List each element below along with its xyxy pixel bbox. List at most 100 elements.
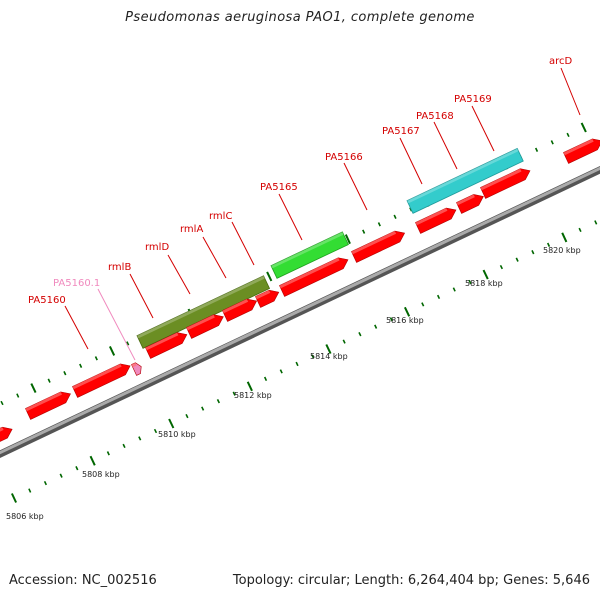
minor-tick [550, 140, 554, 145]
kbp-label: 5806 kbp [6, 512, 44, 521]
minor-tick [393, 214, 397, 219]
minor-tick [28, 488, 32, 493]
minor-tick [342, 339, 346, 344]
gene-arrow-pa5168[interactable] [456, 191, 486, 214]
minor-tick [47, 378, 51, 383]
minor-tick [279, 369, 283, 374]
minor-tick [566, 132, 570, 138]
gene-arrow-body [25, 391, 71, 420]
gene-arrow-body [0, 426, 13, 448]
kbp-label: 5816 kbp [386, 316, 424, 325]
minor-tick [531, 250, 535, 255]
gene-arrow-shine [145, 332, 179, 351]
minor-tick [452, 287, 456, 292]
minor-tick [0, 400, 4, 406]
major-tick [168, 418, 175, 429]
cluster-bar-shine [407, 148, 519, 204]
gene-arrow-shine [351, 231, 397, 255]
gene-arrow-unlabeled-1[interactable] [25, 388, 73, 420]
cluster-bar-body [406, 147, 524, 214]
minor-tick [75, 466, 79, 471]
leader-pa5168 [433, 121, 458, 170]
gene-arrow-pa5160-1[interactable] [131, 361, 143, 376]
major-tick [344, 234, 351, 245]
cluster-track [136, 147, 524, 349]
gene-label-rmla[interactable]: rmlA [180, 224, 203, 235]
leader-pa5166 [343, 162, 368, 211]
minor-tick [153, 428, 158, 434]
gene-label-pa5160-1[interactable]: PA5160.1 [53, 278, 100, 289]
major-tick [561, 232, 568, 243]
gene-label-rmlb[interactable]: rmlB [108, 262, 131, 273]
cluster-bar-shine [137, 275, 265, 339]
gene-label-pa5169[interactable]: PA5169 [454, 94, 492, 105]
gene-label-pa5160[interactable]: PA5160 [28, 295, 66, 306]
gene-arrow-rmla[interactable] [222, 296, 259, 322]
minor-tick [126, 341, 130, 346]
minor-tick [546, 242, 551, 247]
gene-arrow-shine [186, 314, 215, 331]
minor-tick [79, 363, 83, 368]
gene-label-arcd[interactable]: arcD [549, 56, 573, 67]
minor-tick [106, 451, 110, 456]
gene-label-pa5167[interactable]: PA5167 [382, 126, 420, 137]
major-tick [10, 493, 18, 503]
leader-rmla [202, 236, 227, 279]
gene-label-rmlc[interactable]: rmlC [209, 211, 232, 222]
cluster-bar-body [270, 231, 349, 279]
gene-label-rmld[interactable]: rmlD [145, 242, 169, 253]
kbp-label: 5820 kbp [543, 246, 581, 255]
minor-tick [499, 264, 504, 270]
pa5167-5169-cluster-bar[interactable] [406, 147, 524, 214]
minor-tick [295, 361, 299, 367]
gene-arrow-shine [415, 208, 448, 226]
gene-arrow-pa5167[interactable] [415, 205, 458, 234]
gene-arrow-rmld[interactable] [186, 311, 225, 339]
minor-tick [389, 317, 393, 322]
genome-backbone [0, 166, 600, 458]
gene-arrow-shine [25, 391, 62, 412]
gene-arrow-rmlb[interactable] [145, 329, 189, 359]
minor-tick [362, 229, 366, 234]
leader-pa5169 [471, 105, 495, 152]
major-tick [266, 271, 273, 282]
leader-arcd [560, 67, 581, 116]
gene-arrow-unlabeled-0[interactable] [0, 424, 15, 448]
gene-arrow-body [351, 230, 406, 263]
gene-arrow-shine [72, 363, 122, 390]
gene-label-pa5165[interactable]: PA5165 [260, 182, 298, 193]
gene-arrow-body [456, 194, 484, 214]
major-tick [108, 345, 116, 356]
gene-label-pa5168[interactable]: PA5168 [416, 111, 454, 122]
leader-rmlb [129, 273, 154, 319]
lower-tick-track [10, 220, 598, 503]
minor-tick [232, 391, 236, 396]
gene-arrow-pa5169[interactable] [480, 165, 532, 199]
accession-text: Accession: NC_002516 [9, 573, 157, 588]
gene-arrow-shine [255, 290, 271, 300]
minor-tick [94, 356, 98, 361]
minor-tick [138, 436, 142, 441]
gene-arrow-rmlc[interactable] [255, 287, 281, 308]
gene-arrow-arcd[interactable] [563, 135, 600, 164]
gene-arrow-body [563, 138, 600, 164]
minor-tick [534, 147, 539, 152]
gene-arrow-pa5166[interactable] [351, 228, 407, 263]
minor-tick [16, 393, 20, 398]
gene-arrow-body [415, 207, 457, 234]
gene-arrow-body [279, 257, 349, 297]
cluster-bar-shine [271, 231, 344, 269]
map-title: Pseudomonas aeruginosa PAO1, complete ge… [125, 10, 475, 25]
pa5165-cluster-bar[interactable] [270, 231, 349, 279]
kbp-label: 5814 kbp [310, 352, 348, 361]
gene-arrow-shine [279, 257, 340, 289]
minor-tick [377, 222, 381, 227]
gene-arrow-pa5160[interactable] [72, 360, 132, 398]
major-tick [403, 306, 411, 317]
gene-arrow-shine [456, 194, 475, 206]
gene-arrow-pa5165[interactable] [279, 254, 350, 297]
gene-label-pa5166[interactable]: PA5166 [325, 152, 363, 163]
leader-pa5160-1 [97, 288, 136, 361]
leader-pa5160 [64, 305, 89, 350]
